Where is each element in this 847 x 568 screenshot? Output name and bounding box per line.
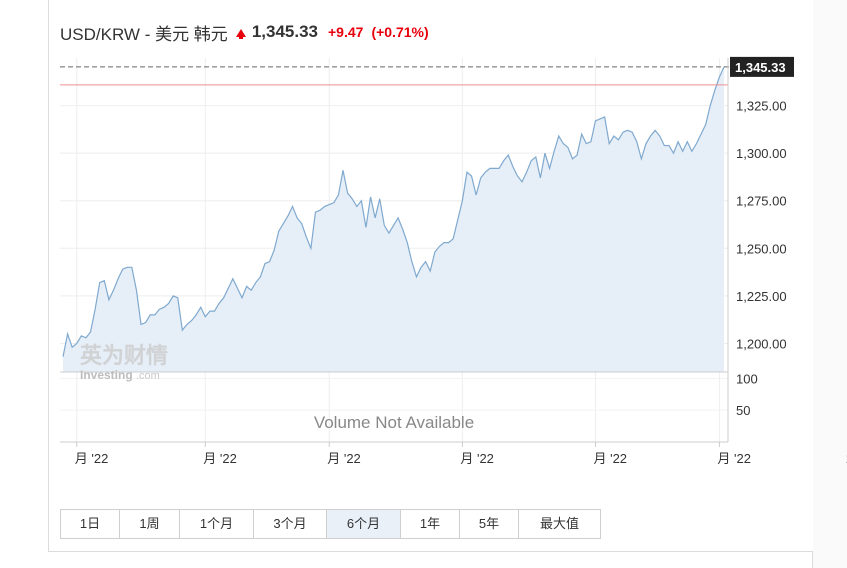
y-tick-label: 1,275.00 [736,194,787,209]
range-button[interactable]: 最大值 [539,516,579,531]
x-tick-label: 月 '22 [327,451,361,466]
range-button[interactable]: 3个月 [254,510,327,538]
range-button[interactable]: 1日 [61,510,120,538]
time-range-selector: 1日 1周 1个月 3个月 6个月 1年 5年 最大值 [60,509,601,539]
x-tick-label: 月 '22 [203,451,237,466]
y-tick-label: 1,200.00 [736,336,787,351]
x-tick-label: 月 '22 [460,451,494,466]
y-tick-label: 1,250.00 [736,241,787,256]
series-area [63,66,724,372]
watermark-cn: 英为财情 [80,343,168,369]
price-change-percent: (+0.71%) [371,24,429,40]
pair-title[interactable]: USD/KRW - 美元 韩元 [60,24,228,44]
range-button[interactable]: 1周 [120,510,180,538]
range-button[interactable]: 6个月 [327,510,401,538]
x-tick-label: 月 '22 [75,451,109,466]
series-line [62,66,725,357]
x-tick-label: 21 [846,451,847,466]
volume-tick-label: 50 [736,403,750,418]
price-change: +9.47 [328,24,364,40]
y-tick-label: 1,325.00 [736,99,787,114]
watermark-suffix: .com [136,370,160,382]
volume-tick-label: 100 [736,371,758,386]
range-button[interactable]: 1个月 [180,510,254,538]
right-sidebar-edge [812,0,847,568]
last-price-label-box [730,56,794,77]
y-tick-label: 1,300.00 [736,146,787,161]
x-tick-label: 月 '22 [593,451,627,466]
watermark-en: Investing [80,368,133,382]
range-button[interactable]: 5年 [460,510,519,538]
last-price-label: 1,345.33 [735,60,786,75]
last-price: 1,345.33 [251,22,318,41]
range-button[interactable]: 1年 [401,510,460,538]
quote-header: USD/KRW - 美元 韩元 1,345.33 +9.47 (+0.71%) [60,20,429,44]
x-tick-label: 月 '22 [717,451,751,466]
y-tick-label: 1,225.00 [736,289,787,304]
up-arrow-icon [235,29,246,39]
volume-not-available-text: Volume Not Available [314,413,474,432]
